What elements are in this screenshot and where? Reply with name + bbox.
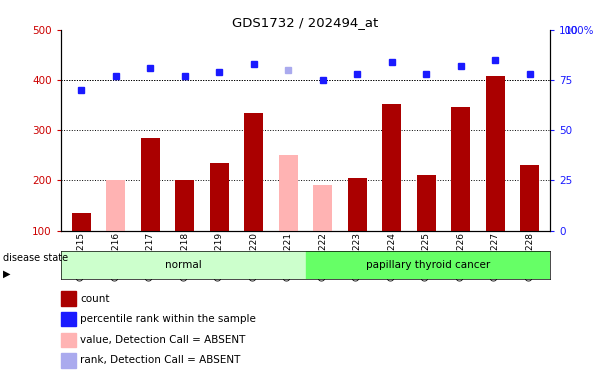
Text: value, Detection Call = ABSENT: value, Detection Call = ABSENT [80, 335, 246, 345]
Bar [141, 138, 160, 231]
Bar [486, 76, 505, 231]
Bar [72, 213, 91, 231]
Text: disease state: disease state [3, 254, 68, 263]
Bar [210, 163, 229, 231]
Bar [279, 155, 298, 231]
Bar [61, 251, 305, 279]
Bar [313, 186, 332, 231]
Bar [520, 165, 539, 231]
Text: rank, Detection Call = ABSENT: rank, Detection Call = ABSENT [80, 356, 241, 365]
Bar [305, 251, 550, 279]
Text: percentile rank within the sample: percentile rank within the sample [80, 314, 256, 324]
Text: papillary thyroid cancer: papillary thyroid cancer [366, 260, 490, 270]
Text: normal: normal [165, 260, 201, 270]
Bar [244, 113, 263, 231]
Bar [348, 178, 367, 231]
Bar [106, 180, 125, 231]
Bar [382, 104, 401, 231]
Bar [175, 180, 195, 231]
Text: ▶: ▶ [3, 268, 10, 278]
Text: count: count [80, 294, 110, 303]
Bar [416, 176, 436, 231]
Bar [451, 107, 470, 231]
Y-axis label: 100%: 100% [565, 26, 595, 36]
Title: GDS1732 / 202494_at: GDS1732 / 202494_at [232, 16, 379, 29]
